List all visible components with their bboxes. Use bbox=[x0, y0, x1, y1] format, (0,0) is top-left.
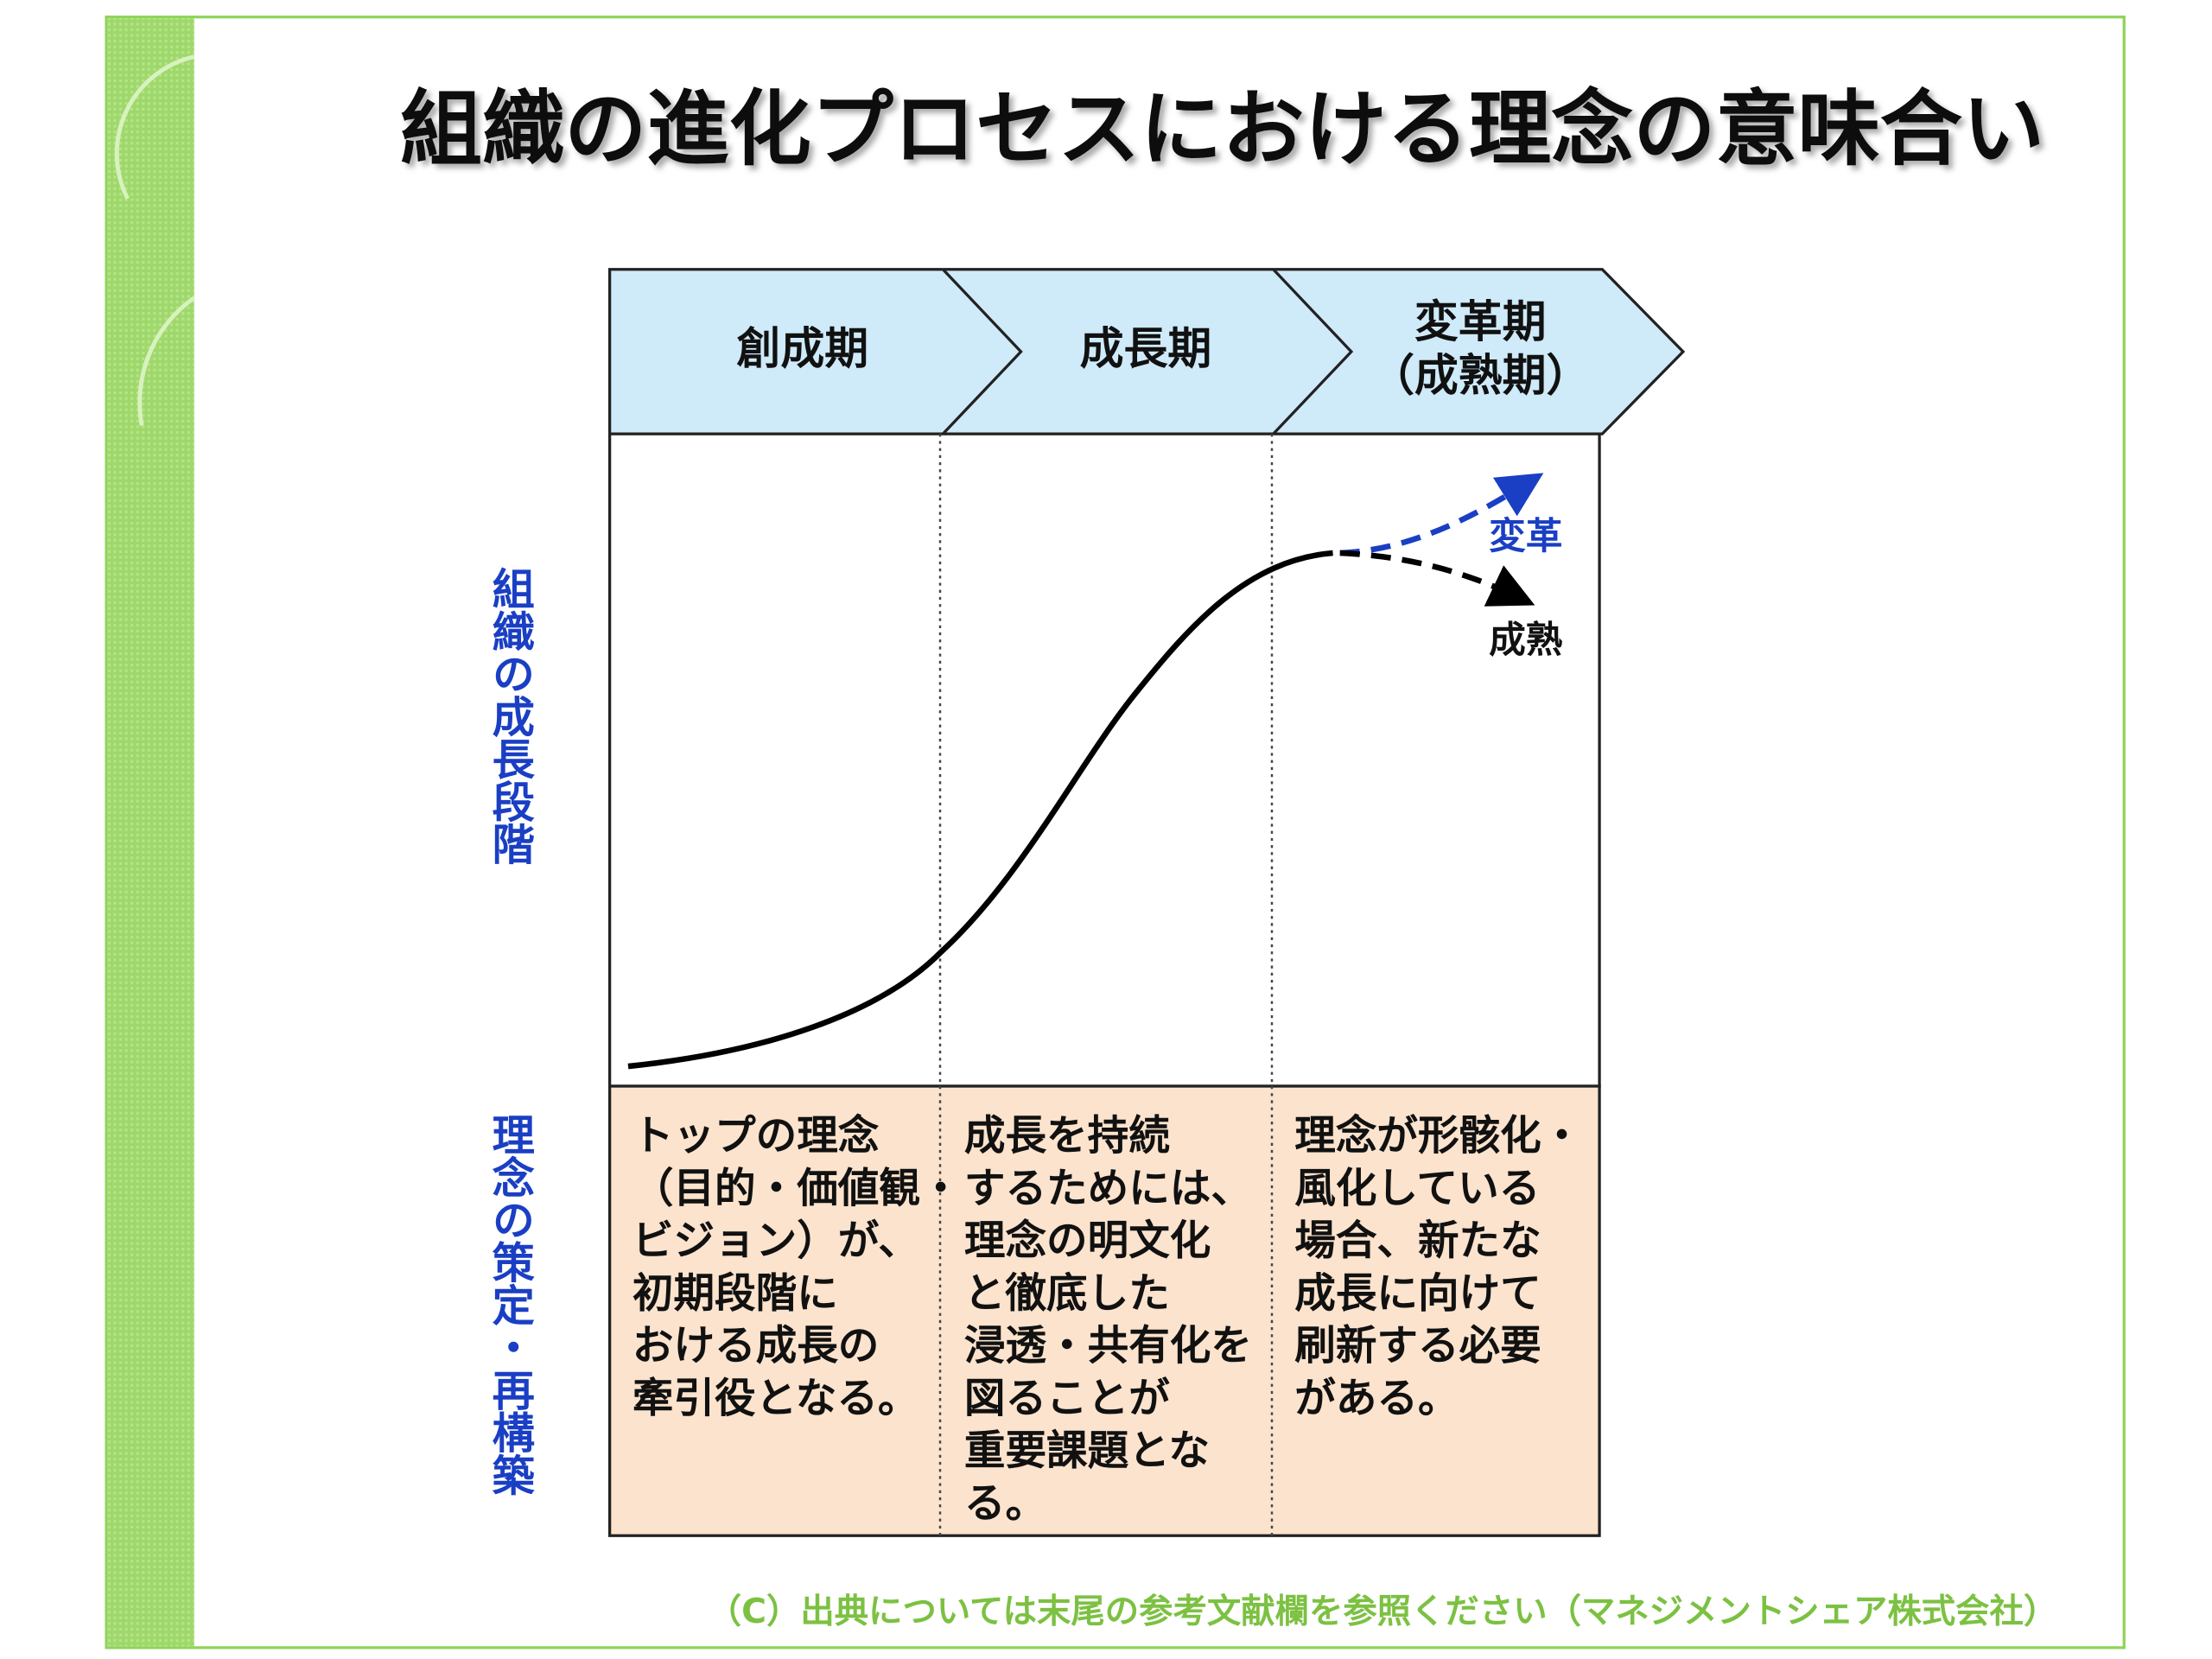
description-line: おける成長の bbox=[632, 1323, 879, 1370]
chart-area bbox=[608, 432, 1601, 1088]
phase-label: （成熟期） bbox=[1370, 350, 1590, 401]
description-line: 理念が形骸化・ bbox=[1294, 1113, 1582, 1160]
growth-curve bbox=[627, 550, 1333, 1070]
title: 組織の進化プロセスにおける理念の意味合い bbox=[400, 82, 2044, 177]
description-line: 図ることが bbox=[964, 1375, 1170, 1422]
description-line: 浸透・共有化を bbox=[964, 1323, 1252, 1370]
phase-header bbox=[608, 268, 1686, 435]
y-axis-label: 理念の策定・再構築 bbox=[486, 1113, 536, 1496]
description-line: 場合、新たな bbox=[1294, 1217, 1541, 1265]
curve-label: 成熟 bbox=[1489, 619, 1563, 662]
side-strip bbox=[107, 18, 194, 1647]
footer: （C）出典については末尾の参考文献欄を参照ください（マネジメントシェア株式会社） bbox=[708, 1592, 2058, 1631]
chevrons bbox=[942, 268, 1354, 435]
description-line: 初期段階に bbox=[632, 1270, 838, 1318]
description-line: 風化している bbox=[1294, 1165, 1540, 1212]
description-line: 成長を持続 bbox=[964, 1113, 1170, 1160]
description-area bbox=[608, 1084, 1601, 1537]
description-line: 刷新する必要 bbox=[1294, 1323, 1541, 1370]
description-line: ビジョン）が、 bbox=[632, 1217, 919, 1265]
description-line: するためには、 bbox=[964, 1165, 1252, 1212]
phase-label: 創成期 bbox=[737, 323, 869, 374]
description-line: る。 bbox=[964, 1480, 1046, 1528]
description-line: と徹底した bbox=[964, 1270, 1170, 1318]
description-line: トップの理念 bbox=[632, 1113, 880, 1160]
decor bbox=[114, 54, 196, 426]
description-line: （目的・価値観・ bbox=[632, 1165, 962, 1212]
description-line: 理念の明文化 bbox=[964, 1217, 1211, 1265]
curve-label: 変革 bbox=[1489, 515, 1562, 558]
description-line: がある。 bbox=[1294, 1375, 1459, 1422]
transform-arrow bbox=[1339, 473, 1544, 556]
description-line: 牽引役となる。 bbox=[632, 1375, 919, 1422]
mature-arrow bbox=[1339, 550, 1535, 607]
y-axis-label: 組織の成長段階 bbox=[486, 567, 536, 865]
phase-label: 成長期 bbox=[1080, 323, 1212, 374]
phase-label: 変革期 bbox=[1414, 296, 1547, 347]
description-line: 成長に向けて bbox=[1294, 1270, 1541, 1318]
description-line: 重要課題とな bbox=[964, 1427, 1210, 1475]
